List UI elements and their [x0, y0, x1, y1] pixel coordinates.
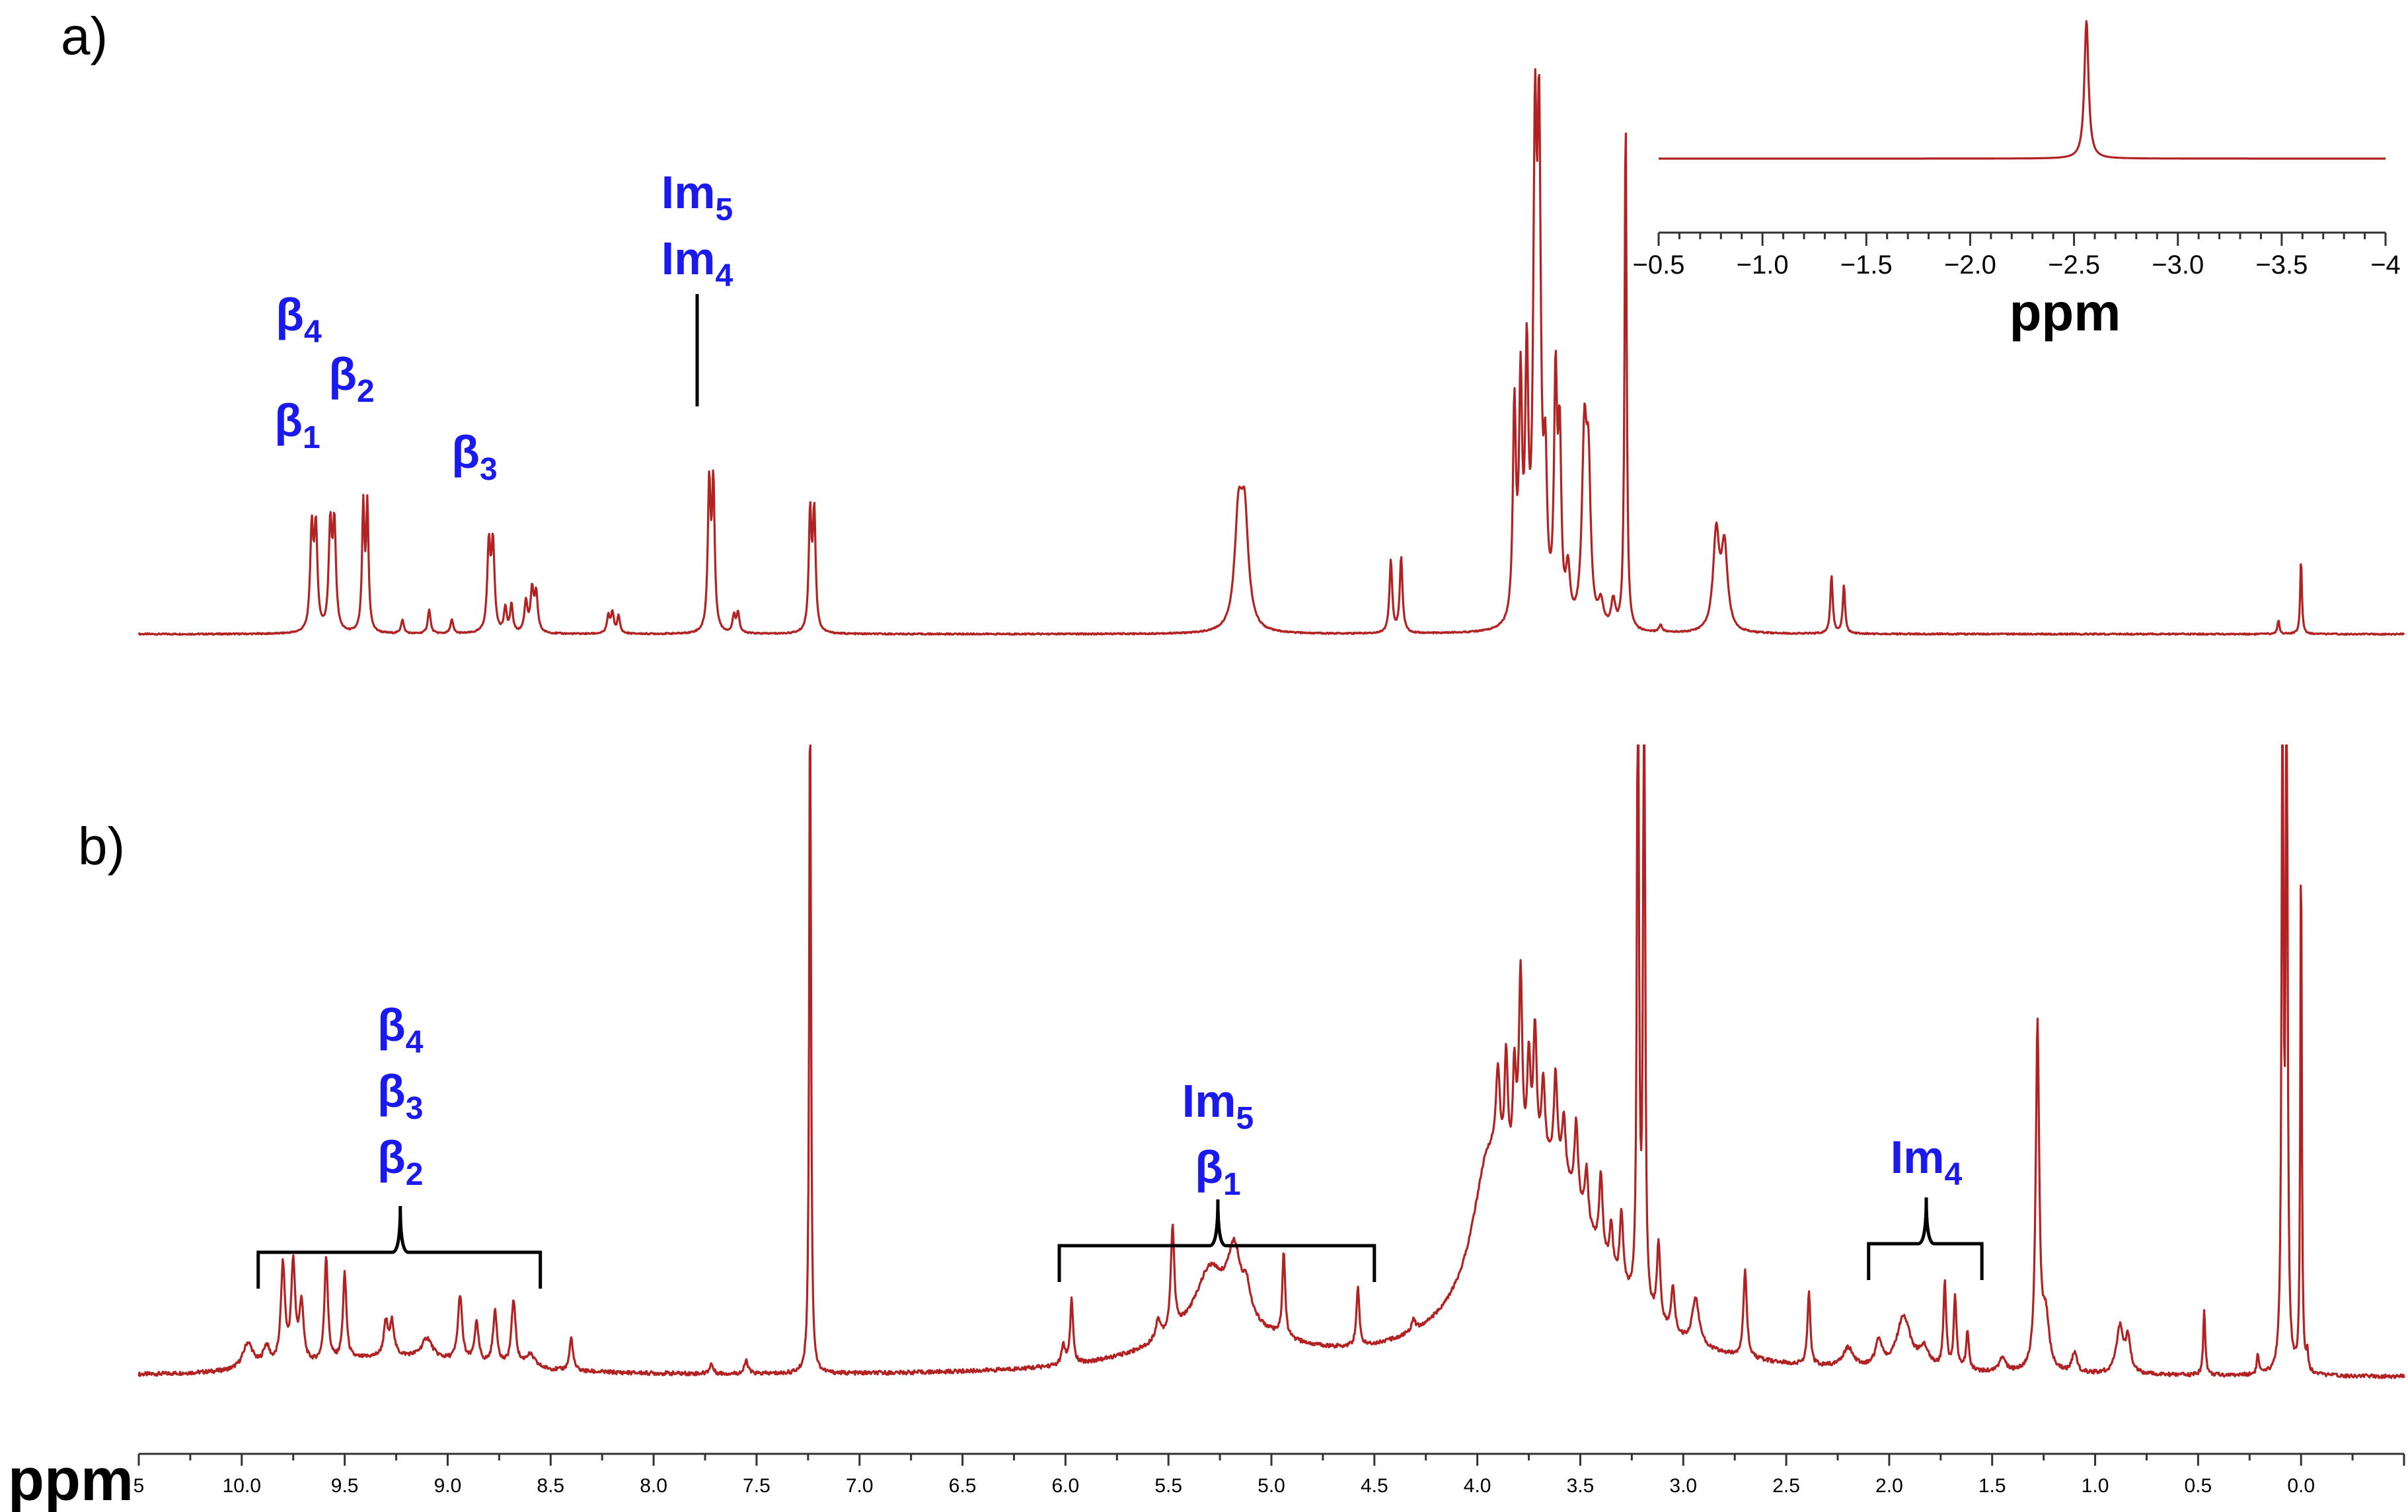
peak-label: β3: [451, 426, 497, 487]
inset-spectrum-trace: [1658, 20, 2386, 160]
spectrum-b-trace: [137, 744, 2405, 1379]
inset-spectrum: −0.5 −1.0 −1.5 −2.0 −2.5 −3.0 −3.5 −4 ppm: [1633, 20, 2401, 342]
peak-label: Im4: [1891, 1131, 1963, 1192]
inset-tick-label: −4: [2370, 250, 2401, 280]
group-bracket: [1057, 1199, 1376, 1282]
spectrum-a-trace: [137, 68, 2405, 636]
inset-tick-label: −3.5: [2255, 250, 2308, 280]
main-tick-label: 2.5: [1772, 1475, 1800, 1497]
main-x-ticks: 5 10.0 9.5 9.0 8.5 8.0 7.5 7.0 6.5 6.0 5.5 5.0 4.5 4.…: [133, 1454, 2405, 1497]
inset-x-axis-title: ppm: [2010, 283, 2121, 342]
peak-label: β2: [328, 348, 374, 409]
group-bracket: [256, 1205, 543, 1289]
peak-label: β4: [276, 289, 322, 350]
panel-label-a: a): [61, 7, 108, 65]
main-tick-label: 1.0: [2082, 1475, 2109, 1497]
peak-label: Im5: [661, 167, 733, 227]
peak-label: Im4: [661, 233, 734, 293]
main-tick-label: 7.5: [743, 1475, 771, 1497]
main-tick-label: 5.5: [1154, 1475, 1182, 1497]
main-tick-label: 7.0: [846, 1475, 874, 1497]
peak-label: β1: [1195, 1141, 1240, 1202]
main-tick-label: 0.5: [2185, 1475, 2212, 1497]
main-tick-label: 4.0: [1464, 1475, 1491, 1497]
inset-tick-label: −2.5: [2048, 250, 2100, 280]
main-tick-label: 3.0: [1669, 1475, 1697, 1497]
peak-label: β1: [274, 395, 320, 455]
main-tick-label: 4.5: [1361, 1475, 1388, 1497]
main-tick-label: 6.5: [949, 1475, 977, 1497]
inset-x-ticks: −0.5 −1.0 −1.5 −2.0 −2.5 −3.0 −3.5 −4: [1633, 233, 2401, 280]
main-tick-label: 9.0: [434, 1475, 462, 1497]
inset-tick-label: −1.0: [1737, 250, 1789, 280]
main-x-axis-title: ppm: [8, 1447, 133, 1512]
inset-tick-label: −2.0: [1944, 250, 1996, 280]
main-tick-label: 2.0: [1875, 1475, 1903, 1497]
main-tick-label: 8.0: [640, 1475, 667, 1497]
main-tick-label: 8.5: [537, 1475, 564, 1497]
inset-tick-label: −3.0: [2152, 250, 2204, 280]
peak-label: β2: [377, 1131, 423, 1192]
peak-label: β4: [377, 999, 424, 1060]
main-tick-label: 5: [133, 1475, 145, 1497]
main-tick-label: 6.0: [1052, 1475, 1080, 1497]
group-bracket: [1867, 1197, 1984, 1280]
inset-tick-label: −1.5: [1840, 250, 1893, 280]
main-tick-label: 5.0: [1258, 1475, 1285, 1497]
main-tick-label: 10.0: [223, 1475, 261, 1497]
main-tick-label: 0.0: [2287, 1475, 2315, 1497]
main-tick-label: 1.5: [1978, 1475, 2006, 1497]
peak-label: β3: [377, 1065, 423, 1126]
panel-label-b: b): [78, 817, 125, 876]
peak-label: Im5: [1182, 1075, 1254, 1136]
main-tick-label: 3.5: [1567, 1475, 1595, 1497]
main-tick-label: 9.5: [331, 1475, 359, 1497]
inset-tick-label: −0.5: [1633, 250, 1685, 280]
main-x-axis: 5 10.0 9.5 9.0 8.5 8.0 7.5 7.0 6.5 6.0 5.5 5.0 4.5 4.…: [8, 1447, 2405, 1512]
